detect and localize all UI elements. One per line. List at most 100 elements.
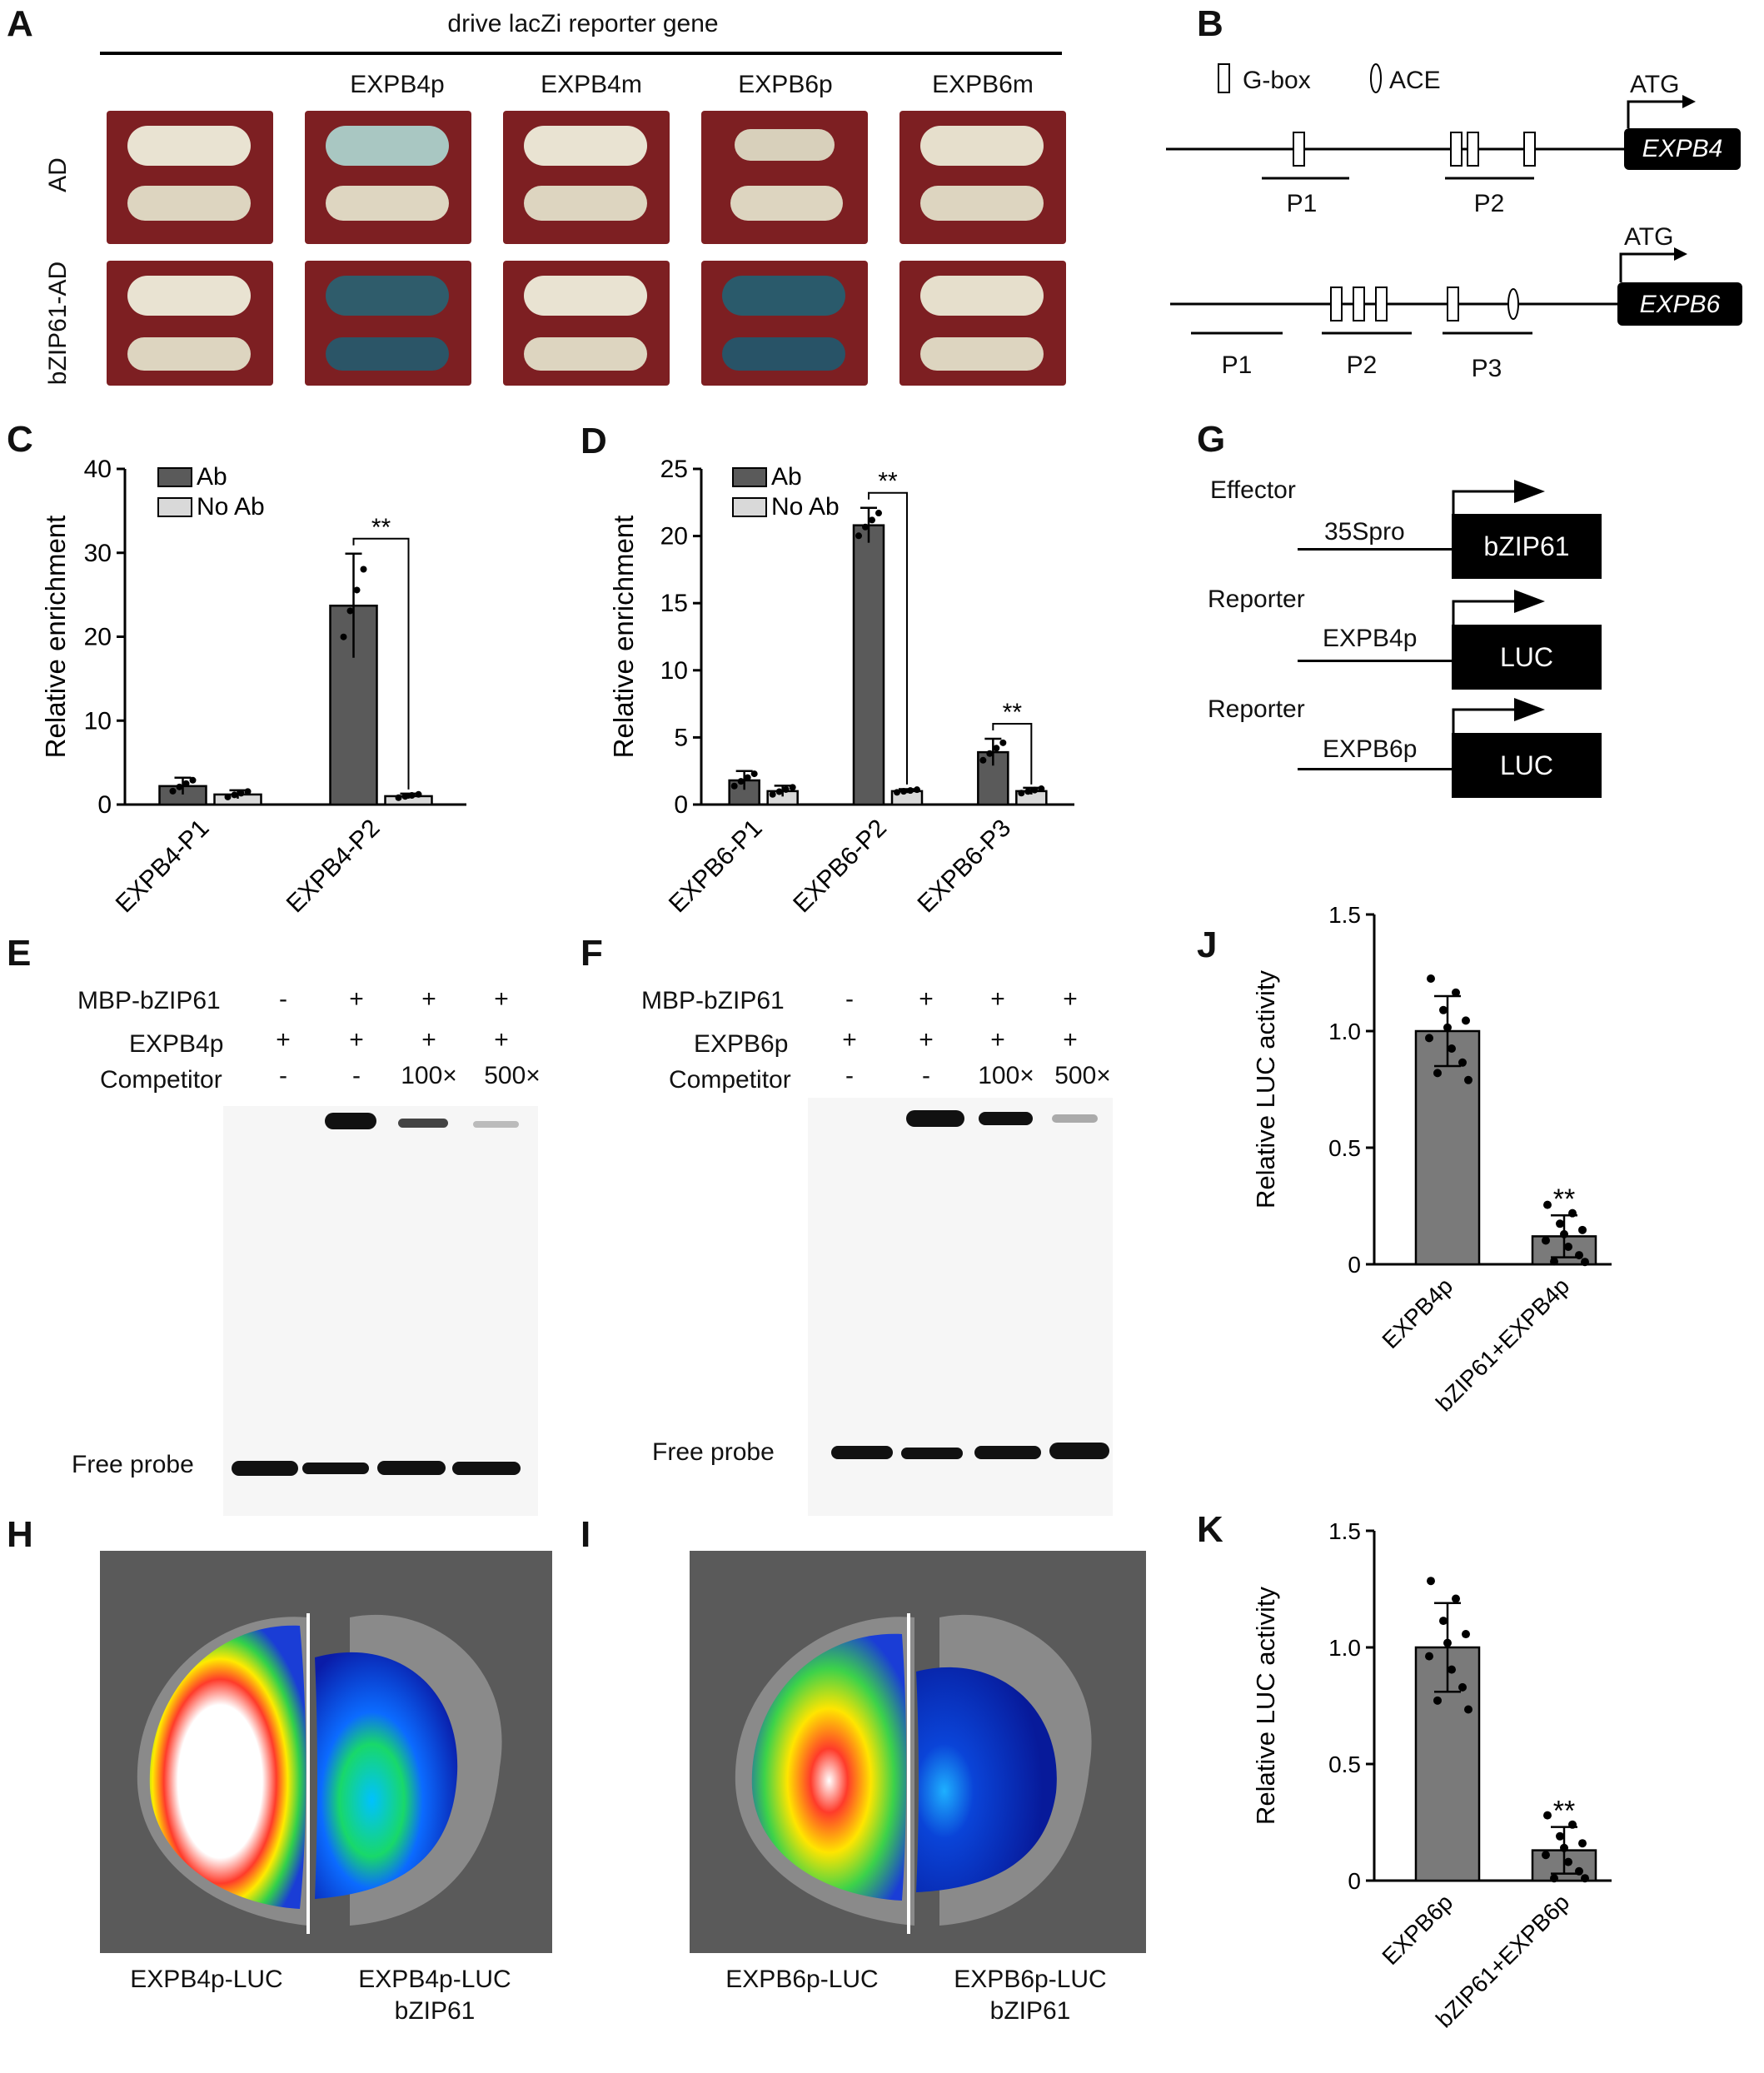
- data-point: [408, 792, 416, 800]
- data-point: [1427, 1577, 1435, 1586]
- data-point: [1542, 1851, 1550, 1860]
- y-tick-label: 0: [674, 791, 688, 819]
- panel-label-h: H: [7, 1514, 33, 1555]
- data-point: [1556, 1831, 1564, 1841]
- panel-a-col-1: EXPB4p: [350, 71, 445, 98]
- data-point: [769, 790, 776, 798]
- panel-label-b: B: [1197, 3, 1223, 44]
- data-point: [346, 607, 354, 615]
- promoter-35s-label: 35Spro: [1324, 518, 1405, 546]
- panel-a-col-3: EXPB6p: [738, 71, 833, 98]
- lane-mark: +: [919, 1026, 934, 1054]
- legend-label: No Ab: [771, 493, 840, 521]
- data-point: [244, 788, 252, 795]
- data-point: [1543, 1811, 1552, 1820]
- significance-mark: **: [371, 514, 391, 541]
- gbox-icon: [1467, 132, 1479, 167]
- lane-mark: 500×: [484, 1062, 541, 1089]
- ace-legend-label: ACE: [1389, 67, 1441, 94]
- panel-f-row-probe: EXPB6p: [694, 1030, 789, 1058]
- emsa-gel-f: [808, 1098, 1113, 1516]
- reporter-2-label: Reporter: [1208, 695, 1305, 723]
- panel-e-row-probe: EXPB4p: [129, 1030, 224, 1058]
- significance-bracket: [352, 537, 410, 790]
- data-point: [744, 774, 751, 781]
- expb6-p3-label: P3: [1471, 355, 1502, 382]
- panel-e-row-protein: MBP-bZIP61: [77, 987, 221, 1014]
- data-point: [1452, 1594, 1460, 1603]
- luc-image-i: [690, 1551, 1146, 1953]
- gbox-icon: [1293, 132, 1305, 167]
- data-point: [1458, 1682, 1467, 1692]
- y-tick-label: 10: [660, 657, 688, 685]
- data-point: [1581, 1874, 1589, 1883]
- data-point: [1024, 788, 1032, 795]
- gbox-legend-icon: [1218, 63, 1230, 93]
- lane-mark: 100×: [978, 1062, 1034, 1089]
- gbox-icon: [1523, 132, 1536, 167]
- data-point: [360, 566, 367, 573]
- yeast-tile-ad-control: [107, 111, 273, 244]
- x-tick-label: EXPB6-P2: [788, 815, 892, 919]
- y-tick-label: 1.0: [1328, 1635, 1361, 1661]
- data-point: [1433, 1696, 1442, 1705]
- bar: [1414, 1029, 1481, 1266]
- ace-legend-icon: [1370, 63, 1382, 93]
- data-point: [1452, 988, 1460, 997]
- significance-mark: **: [1553, 1184, 1575, 1215]
- gel-band: [377, 1461, 446, 1475]
- legend-label: Ab: [771, 463, 802, 491]
- data-point: [775, 788, 783, 795]
- expb4-atg-label: ATG: [1630, 71, 1680, 98]
- data-point: [176, 783, 183, 790]
- gel-band: [906, 1110, 964, 1127]
- y-tick-label: 20: [84, 624, 112, 651]
- data-point: [1556, 1219, 1564, 1228]
- lane-mark: -: [279, 1062, 287, 1089]
- panel-a-header: drive lacZi reporter gene: [447, 10, 719, 37]
- legend-swatch: [157, 467, 192, 487]
- gbox-icon: [1330, 287, 1343, 321]
- panel-f-free-probe: Free probe: [652, 1438, 775, 1466]
- effector-arrow-icon: [1452, 480, 1545, 516]
- expb4-gene-box: [1624, 128, 1741, 170]
- data-point: [1458, 1058, 1467, 1067]
- x-tick-label: EXPB4-P2: [282, 815, 386, 919]
- y-tick-label: 30: [84, 540, 112, 567]
- expb6-p2-label: P2: [1346, 351, 1378, 379]
- yeast-tile-bzip-expb6p: [701, 261, 868, 386]
- yeast-tile-bzip-expb6m: [899, 261, 1066, 386]
- data-point: [1462, 1630, 1470, 1639]
- lane-mark: +: [276, 1026, 291, 1054]
- x-tick-label: EXPB6p: [1377, 1889, 1458, 1970]
- panel-i-left-label: EXPB6p-LUC: [725, 1966, 879, 1993]
- expb6-gene-box: [1617, 282, 1742, 326]
- yeast-tile-ad-expb6m: [899, 111, 1066, 244]
- gel-band: [473, 1121, 519, 1128]
- data-point: [353, 586, 361, 594]
- gel-band: [325, 1113, 376, 1129]
- data-point: [340, 633, 347, 640]
- expb6-atg-label: ATG: [1624, 223, 1674, 251]
- luc-box-1: LUC: [1452, 625, 1602, 690]
- lane-mark: +: [1063, 1026, 1078, 1054]
- panel-f-row-competitor: Competitor: [669, 1066, 791, 1094]
- data-point: [1439, 1005, 1448, 1014]
- expb6-gene-label: EXPB6: [1639, 291, 1721, 318]
- data-point: [231, 791, 238, 799]
- lane-mark: -: [279, 985, 287, 1013]
- significance-mark: **: [1553, 1796, 1575, 1827]
- panel-label-f: F: [581, 933, 603, 974]
- data-point: [993, 745, 1000, 752]
- data-point: [1427, 974, 1435, 983]
- gel-band: [452, 1462, 521, 1475]
- y-axis-label: Relative enrichment: [608, 516, 639, 759]
- data-point: [1560, 1843, 1568, 1852]
- data-point: [182, 780, 190, 787]
- data-point: [1543, 1200, 1552, 1209]
- gel-band: [232, 1461, 298, 1476]
- data-point: [986, 750, 994, 757]
- gel-band: [302, 1463, 369, 1474]
